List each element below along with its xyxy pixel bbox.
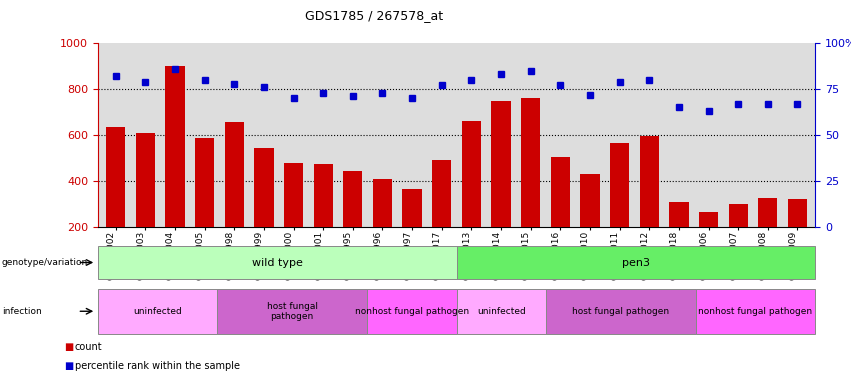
Text: percentile rank within the sample: percentile rank within the sample bbox=[75, 362, 240, 371]
Bar bbox=[195, 138, 214, 227]
Bar bbox=[728, 204, 748, 227]
Text: host fungal
pathogen: host fungal pathogen bbox=[266, 302, 317, 321]
Text: wild type: wild type bbox=[252, 258, 303, 267]
Text: count: count bbox=[75, 342, 102, 352]
Bar bbox=[610, 143, 629, 227]
Text: GDS1785 / 267578_at: GDS1785 / 267578_at bbox=[306, 9, 443, 22]
Bar bbox=[254, 148, 273, 227]
Bar bbox=[699, 212, 718, 227]
Bar bbox=[640, 136, 659, 227]
Bar bbox=[106, 127, 125, 227]
Text: pen3: pen3 bbox=[622, 258, 650, 267]
Bar bbox=[521, 98, 540, 227]
Bar bbox=[373, 178, 392, 227]
Bar bbox=[551, 157, 570, 227]
Bar bbox=[669, 202, 688, 227]
Bar bbox=[580, 174, 600, 227]
Bar bbox=[788, 200, 807, 227]
Text: host fungal pathogen: host fungal pathogen bbox=[573, 307, 670, 316]
Text: uninfected: uninfected bbox=[134, 307, 182, 316]
Bar bbox=[758, 198, 778, 227]
Bar bbox=[135, 133, 155, 227]
Text: ■: ■ bbox=[64, 362, 73, 371]
Bar bbox=[165, 66, 185, 227]
Bar bbox=[432, 160, 451, 227]
Text: nonhost fungal pathogen: nonhost fungal pathogen bbox=[355, 307, 469, 316]
Bar bbox=[343, 171, 363, 227]
Bar bbox=[284, 163, 303, 227]
Bar bbox=[313, 164, 333, 227]
Text: infection: infection bbox=[2, 307, 42, 316]
Text: nonhost fungal pathogen: nonhost fungal pathogen bbox=[699, 307, 813, 316]
Bar bbox=[491, 100, 511, 227]
Bar bbox=[462, 121, 481, 227]
Bar bbox=[403, 189, 422, 227]
Text: uninfected: uninfected bbox=[477, 307, 526, 316]
Text: genotype/variation: genotype/variation bbox=[2, 258, 88, 267]
Bar bbox=[225, 122, 244, 227]
Text: ■: ■ bbox=[64, 342, 73, 352]
